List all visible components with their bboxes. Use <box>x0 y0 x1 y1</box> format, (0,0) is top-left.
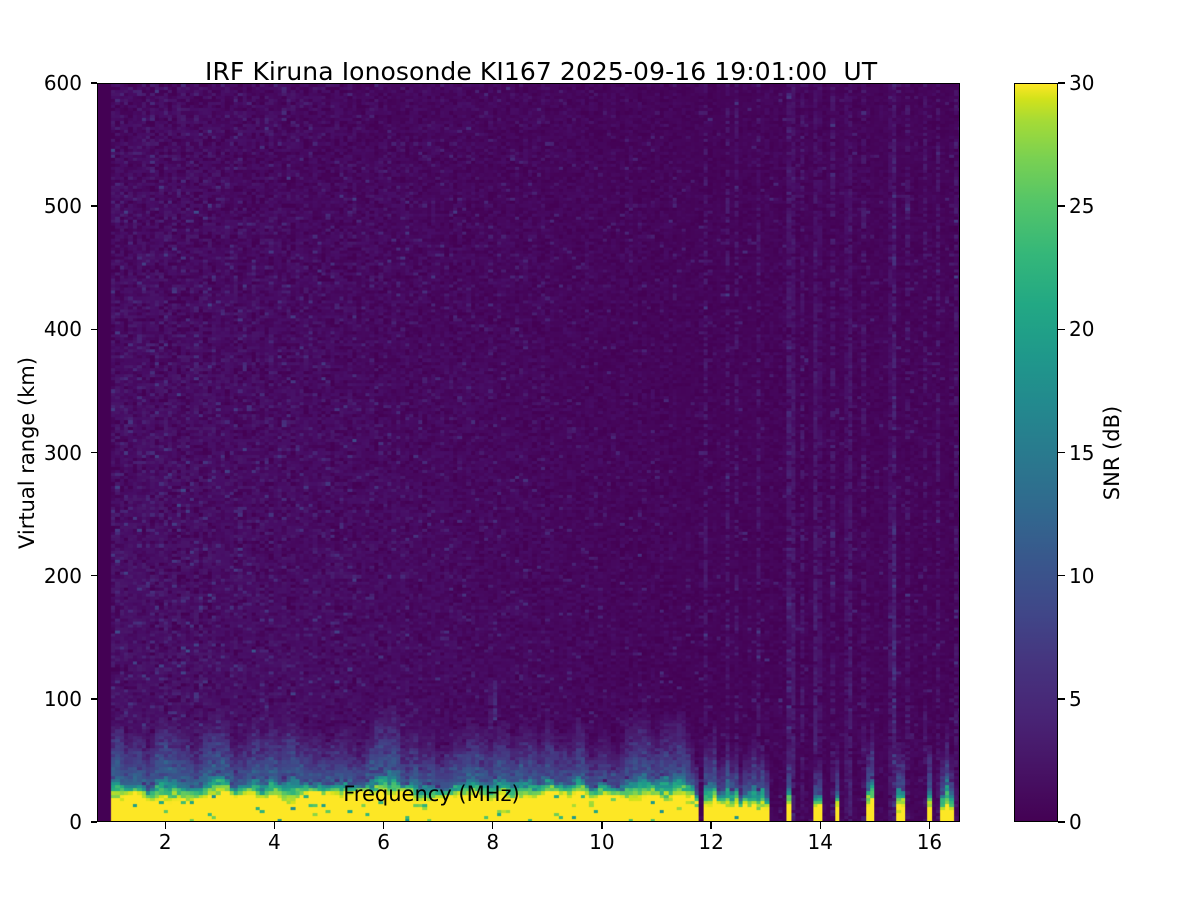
y-tick-label: 0 <box>69 810 82 834</box>
x-tick-mark <box>273 822 276 829</box>
colorbar[interactable] <box>1014 83 1058 822</box>
y-tick-mark <box>90 698 97 700</box>
y-tick-label: 200 <box>43 563 82 588</box>
x-tick-mark <box>928 822 931 829</box>
x-tick-label: 14 <box>807 830 833 854</box>
x-tick-label: 12 <box>698 830 724 854</box>
x-tick-mark <box>819 822 821 829</box>
x-tick-label: 4 <box>268 830 281 854</box>
x-tick-mark <box>492 822 494 829</box>
x-tick-label: 8 <box>486 830 500 854</box>
y-tick-mark <box>90 82 97 84</box>
y-tick-mark <box>90 574 97 577</box>
y-tick-mark <box>90 821 97 823</box>
colorbar-tick-mark <box>1058 451 1065 454</box>
y-tick-label: 500 <box>43 194 82 219</box>
colorbar-tick-label: 25 <box>1069 194 1095 219</box>
x-tick-mark <box>710 822 712 829</box>
colorbar-label: SNR (dB) <box>1100 405 1124 500</box>
ionogram-heatmap-canvas <box>98 84 959 821</box>
colorbar-tick-label: 10 <box>1069 563 1095 588</box>
colorbar-tick-mark <box>1058 328 1065 331</box>
colorbar-tick-mark <box>1058 205 1065 207</box>
x-tick-mark <box>164 822 166 829</box>
x-tick-label: 2 <box>158 830 172 854</box>
x-tick-label: 10 <box>589 830 615 854</box>
x-axis-label: Frequency (MHz) <box>343 782 520 806</box>
x-tick-mark <box>382 822 385 829</box>
x-tick-label: 16 <box>916 830 943 854</box>
y-tick-mark <box>90 451 97 454</box>
y-tick-label: 400 <box>43 317 82 342</box>
x-tick-mark <box>601 822 603 829</box>
heatmap-plot-area[interactable] <box>97 83 960 822</box>
y-tick-label: 300 <box>43 440 82 465</box>
colorbar-tick-label: 5 <box>1069 686 1082 711</box>
colorbar-tick-mark <box>1058 821 1065 823</box>
figure-title-line1: IRF Kiruna Ionosonde KI167 2025-09-16 19… <box>204 57 878 86</box>
y-tick-label: 100 <box>43 686 82 711</box>
colorbar-tick-mark <box>1058 82 1065 84</box>
colorbar-tick-label: 20 <box>1069 317 1095 342</box>
colorbar-tick-mark <box>1058 574 1065 577</box>
colorbar-tick-label: 30 <box>1069 71 1095 95</box>
colorbar-tick-mark <box>1058 698 1065 700</box>
y-tick-mark <box>90 328 97 331</box>
colorbar-tick-label: 15 <box>1069 440 1095 465</box>
x-tick-label: 6 <box>377 830 390 854</box>
y-tick-mark <box>90 205 97 207</box>
colorbar-tick-label: 0 <box>1069 810 1082 834</box>
y-tick-label: 600 <box>43 71 82 95</box>
